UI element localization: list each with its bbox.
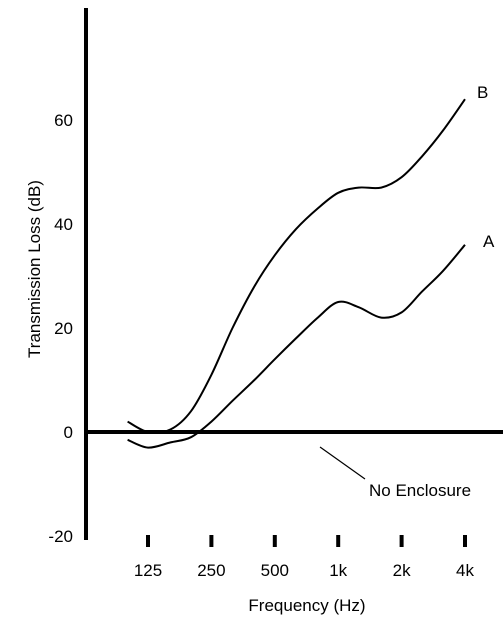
y-tick-label: 60 bbox=[54, 111, 73, 130]
series-label-b: B bbox=[477, 83, 488, 102]
y-tick-label: 20 bbox=[54, 319, 73, 338]
series-curve-b bbox=[127, 98, 466, 434]
y-tick-label: 0 bbox=[64, 423, 73, 442]
no-enclosure-label: No Enclosure bbox=[369, 481, 471, 500]
no-enclosure-leader-line bbox=[319, 446, 366, 480]
x-tick-label: 125 bbox=[134, 561, 162, 580]
x-axis-title: Frequency (Hz) bbox=[248, 596, 365, 615]
y-axis-title: Transmission Loss (dB) bbox=[25, 180, 44, 358]
x-tick-label: 4k bbox=[456, 561, 474, 580]
x-tick-label: 500 bbox=[261, 561, 289, 580]
x-tick-label: 2k bbox=[393, 561, 411, 580]
x-tick-label: 250 bbox=[197, 561, 225, 580]
x-tick-marks: 125 250 500 1k 2k 4k bbox=[134, 535, 474, 580]
y-tick-label: -20 bbox=[48, 527, 73, 546]
y-tick-label: 40 bbox=[54, 215, 73, 234]
series-curves bbox=[127, 98, 466, 449]
series-curve-a bbox=[127, 244, 466, 449]
x-tick-label: 1k bbox=[329, 561, 347, 580]
y-tick-labels: 60 40 20 0 -20 bbox=[48, 111, 73, 546]
series-label-a: A bbox=[483, 232, 495, 251]
